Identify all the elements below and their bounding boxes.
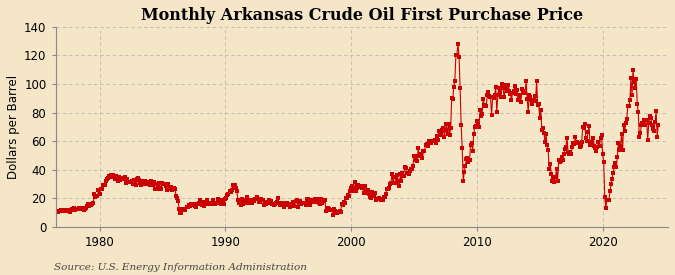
Text: Source: U.S. Energy Information Administration: Source: U.S. Energy Information Administ…: [54, 263, 307, 272]
Title: Monthly Arkansas Crude Oil First Purchase Price: Monthly Arkansas Crude Oil First Purchas…: [140, 7, 583, 24]
Y-axis label: Dollars per Barrel: Dollars per Barrel: [7, 75, 20, 179]
